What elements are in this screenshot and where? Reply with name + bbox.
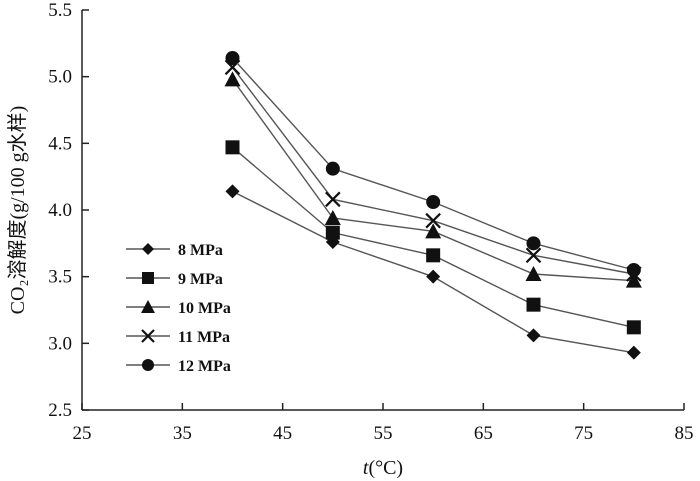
legend-item: 12 MPa	[126, 358, 231, 375]
x-tick-label: 85	[675, 423, 694, 444]
data-point	[425, 223, 442, 239]
legend-marker	[142, 359, 154, 371]
legend-marker	[141, 300, 155, 313]
x-tick-label: 45	[273, 423, 292, 444]
data-point	[426, 195, 441, 209]
series-2	[224, 71, 642, 288]
series-1	[225, 140, 641, 335]
data-point	[525, 247, 542, 264]
legend-marker	[141, 329, 155, 343]
data-point	[426, 248, 441, 263]
series-4	[225, 51, 641, 277]
data-point	[324, 210, 341, 225]
data-point	[626, 263, 641, 277]
y-tick-label: 2.5	[48, 400, 72, 421]
data-point	[225, 184, 240, 199]
data-point	[325, 191, 341, 208]
legend-label: 12 MPa	[178, 358, 231, 375]
legend-item: 8 MPa	[126, 242, 223, 259]
legend-item: 9 MPa	[126, 271, 223, 288]
legend-label: 8 MPa	[178, 242, 223, 259]
x-tick-label: 35	[173, 423, 192, 444]
data-point	[325, 225, 340, 240]
data-point	[225, 140, 240, 155]
legend-item: 10 MPa	[126, 300, 231, 317]
x-tick-label: 55	[374, 423, 393, 444]
data-point	[626, 320, 641, 335]
legend-label: 9 MPa	[178, 271, 223, 288]
series-line	[231, 66, 634, 275]
x-tick-label: 65	[474, 423, 493, 444]
y-tick-label: 3.0	[48, 333, 72, 354]
y-ticks: 2.5 3.0 3.5 4.0 4.5 5.0 5.5	[48, 0, 89, 421]
data-point	[526, 297, 541, 312]
data-point	[325, 161, 340, 176]
data-point	[526, 328, 541, 343]
y-tick-label: 4.5	[48, 133, 72, 154]
x-axis-title: t(°C)	[363, 457, 403, 479]
legend-label: 10 MPa	[178, 300, 231, 317]
data-point	[425, 212, 441, 229]
x-tick-label: 25	[73, 423, 92, 444]
y-axis-title: CO₂溶解度(g/100 g水样)	[6, 106, 29, 315]
y-tick-label: 5.0	[48, 67, 72, 88]
legend-label: 11 MPa	[178, 329, 230, 346]
series-3	[224, 59, 642, 282]
x-axis-variable: t	[363, 457, 369, 479]
x-axis-unit: (°C)	[368, 457, 403, 479]
series-group	[224, 51, 642, 360]
series-0	[225, 184, 641, 360]
data-point	[426, 269, 441, 284]
data-point	[525, 266, 542, 281]
data-point	[625, 272, 642, 288]
legend-item: 11 MPa	[126, 329, 230, 346]
data-point	[626, 345, 641, 360]
y-tick-label: 4.0	[48, 200, 72, 221]
legend: 8 MPa 9 MPa 10 MPa 11 MPa 12 MPa	[126, 242, 231, 375]
legend-marker	[142, 272, 154, 284]
data-point	[225, 51, 240, 65]
x-tick-label: 75	[574, 423, 593, 444]
y-tick-label: 5.5	[48, 0, 72, 21]
data-point	[526, 236, 541, 251]
y-tick-label: 3.5	[48, 267, 72, 288]
x-ticks: 25 35 45 55 65 75 85	[73, 403, 694, 444]
data-point	[224, 71, 241, 87]
legend-marker	[142, 243, 154, 255]
